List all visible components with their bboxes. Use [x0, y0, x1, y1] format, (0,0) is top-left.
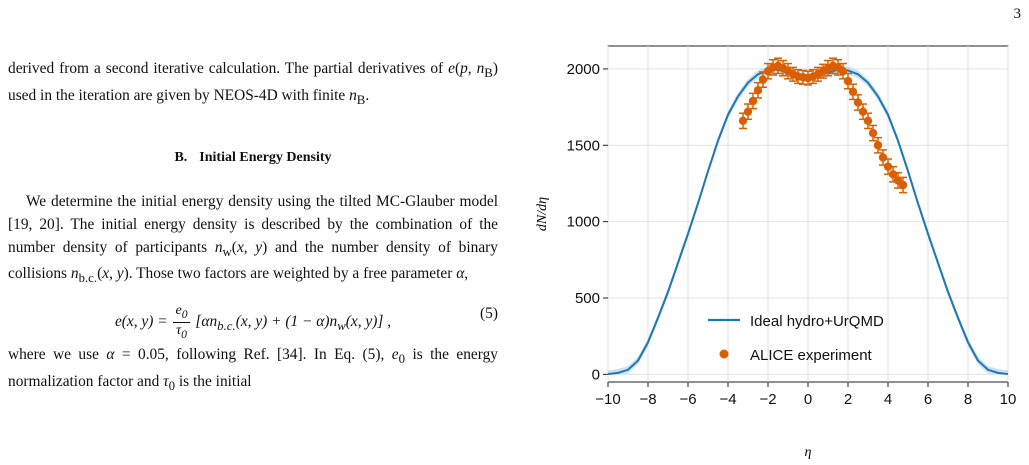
page-number: 3	[1013, 6, 1022, 22]
paragraph-alpha: where we use α = 0.05, following Ref. [3…	[8, 346, 498, 394]
x-tick-label: −2	[759, 391, 776, 408]
alice-data-point	[868, 128, 878, 138]
text-column: derived from a second iterative calculat…	[8, 58, 498, 398]
x-tick-label: −8	[639, 391, 656, 408]
paragraph-initial-energy: We determine the initial energy density …	[8, 193, 498, 286]
y-tick-label: 1500	[567, 137, 600, 154]
x-axis-label: η	[805, 445, 812, 460]
alice-data-point	[738, 116, 748, 126]
x-tick-label: 8	[964, 391, 972, 408]
alice-data-point	[743, 107, 753, 116]
alice-data-point	[863, 116, 873, 126]
equation-number: (5)	[480, 305, 498, 323]
x-tick-label: 10	[1000, 391, 1017, 408]
x-tick-label: 4	[884, 391, 892, 408]
paragraph-intro: derived from a second iterative calculat…	[8, 60, 498, 107]
alice-data-point	[883, 162, 893, 171]
alice-data-point	[758, 75, 768, 84]
scatter-series-group	[738, 57, 908, 194]
section-title: Initial Energy Density	[199, 149, 332, 165]
axis-ticks: −10 −8 −6 −4 −2 0 2 4 6 8 10 0 500 1000 1500 2000	[567, 61, 1017, 408]
equation-5: e(x, y) = e0 τ0 [αnb.c.(x, y) + (1 − α)nw…	[8, 294, 498, 341]
legend: Ideal hydro+UrQMD ALICE experiment	[708, 313, 884, 364]
alice-data-point	[898, 180, 908, 190]
y-tick-label: 0	[592, 366, 600, 383]
x-tick-label: 0	[804, 391, 812, 408]
alice-data-point	[753, 86, 763, 95]
y-tick-label: 2000	[567, 61, 600, 78]
legend-marker-swatch	[719, 349, 729, 359]
x-tick-label: 2	[844, 391, 852, 408]
alice-data-point	[748, 96, 758, 106]
alice-data-point	[853, 98, 863, 107]
dndeta-chart: −10 −8 −6 −4 −2 0 2 4 6 8 10 0 500 1000 1500 2000 Ideal…	[535, 45, 1017, 460]
x-tick-label: −4	[719, 391, 736, 408]
chart-container: −10 −8 −6 −4 −2 0 2 4 6 8 10 0 500 1000 1500 2000 Ideal…	[528, 44, 1028, 464]
y-tick-label: 1000	[567, 214, 600, 231]
x-tick-label: −6	[679, 391, 696, 408]
alice-data-point	[848, 87, 858, 97]
section-number: B.	[174, 149, 188, 165]
alice-data-point	[878, 153, 888, 162]
x-tick-label: 6	[924, 391, 932, 408]
section-heading: B. Initial Energy Density	[8, 147, 498, 170]
y-axis-label: dN/dη	[535, 197, 550, 231]
equation-body: e(x, y) = e0 τ0 [αnb.c.(x, y) + (1 − α)nw…	[114, 303, 392, 341]
grid	[607, 46, 1009, 382]
alice-data-point	[873, 141, 883, 150]
alice-data-point	[843, 76, 853, 86]
legend-label-alice: ALICE experiment	[750, 347, 873, 364]
x-tick-label: −10	[595, 391, 620, 408]
legend-label-hydro: Ideal hydro+UrQMD	[750, 313, 884, 330]
alice-data-point	[858, 107, 868, 116]
y-tick-label: 500	[575, 290, 600, 307]
